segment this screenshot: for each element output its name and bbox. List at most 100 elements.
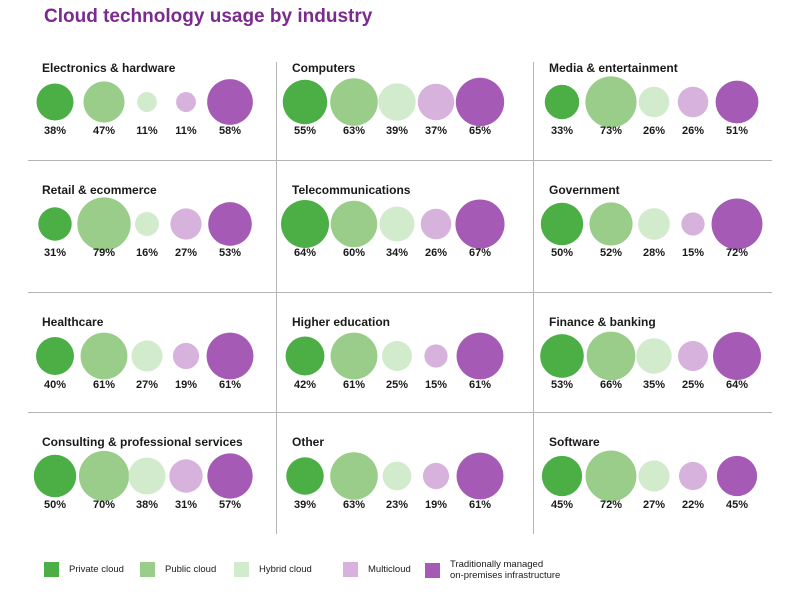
bubble-multicloud [681,212,705,236]
bubble-traditionally-managed [207,453,253,499]
bubble-private-cloud [36,337,74,375]
bubble-hybrid-cloud [135,212,159,236]
value-label: 26% [682,125,704,137]
industry-panel-consulting-and-professional-services: Consulting & professional services 50% 70%… [28,414,276,538]
industry-panel-healthcare: Healthcare 40% 61% 27% 19% 61% [28,294,276,418]
bubble-public-cloud [77,197,131,251]
value-label: 38% [136,499,158,511]
industry-title: Retail & ecommerce [42,183,157,197]
bubble-traditionally-managed [455,77,505,127]
bubble-private-cloud [33,454,77,498]
column-divider [276,62,277,534]
value-label: 23% [386,499,408,511]
value-label: 11% [175,125,197,137]
value-label: 34% [386,247,408,259]
value-label: 63% [343,499,365,511]
value-label: 35% [643,379,665,391]
legend-item-public-cloud: Public cloud [140,562,216,577]
value-label: 73% [600,125,622,137]
value-label: 27% [175,247,197,259]
bubble-public-cloud [330,78,378,126]
value-label: 61% [469,499,491,511]
legend-item-hybrid-cloud: Hybrid cloud [234,562,312,577]
legend-label: Multicloud [368,564,411,575]
bubble-multicloud [417,83,455,121]
row-divider [28,412,772,413]
industry-title: Telecommunications [292,183,411,197]
value-label: 26% [425,247,447,259]
value-label: 19% [175,379,197,391]
value-label: 16% [136,247,158,259]
bubble-traditionally-managed [716,455,758,497]
bubble-private-cloud [286,457,324,495]
column-divider [533,62,534,534]
value-label: 33% [551,125,573,137]
bubble-multicloud [420,208,452,240]
chart-title: Cloud technology usage by industry [44,6,373,27]
value-label: 64% [726,379,748,391]
legend-swatch [343,562,358,577]
bubble-private-cloud [282,79,328,125]
value-label: 67% [469,247,491,259]
bubble-traditionally-managed [207,79,253,125]
industry-title: Computers [292,61,356,75]
value-label: 38% [44,125,66,137]
industry-panel-retail-and-ecommerce: Retail & ecommerce 31% 79% 16% 27% 53% [28,162,276,286]
value-label: 72% [600,499,622,511]
bubble-hybrid-cloud [382,341,412,371]
industry-title: Government [549,183,620,197]
bubble-hybrid-cloud [128,457,166,495]
bubble-traditionally-managed [206,332,254,380]
row-divider [28,160,772,161]
legend-item-multicloud: Multicloud [343,562,411,577]
bubble-hybrid-cloud [636,338,672,374]
bubble-row: 45% 72% 27% 22% 45% [541,450,758,511]
bubble-private-cloud [285,336,325,376]
industry-title: Media & entertainment [549,61,678,75]
value-label: 52% [600,247,622,259]
value-label: 25% [386,379,408,391]
bubble-public-cloud [586,331,636,381]
bubble-traditionally-managed [456,452,504,500]
bubble-public-cloud [330,332,378,380]
legend-swatch [44,562,59,577]
bubble-hybrid-cloud [638,460,670,492]
industry-panel-finance-and-banking: Finance & banking 53% 66% 35% 25% 64% [535,294,783,418]
bubble-hybrid-cloud [137,92,157,112]
bubble-row: 64% 60% 34% 26% 67% [281,199,505,259]
industry-panel-telecommunications: Telecommunications 64% 60% 34% 26% 67% [278,162,526,286]
industry-title: Finance & banking [549,315,656,329]
bubble-multicloud [678,461,708,491]
bubble-hybrid-cloud [131,340,163,372]
value-label: 15% [682,247,704,259]
value-label: 45% [551,499,573,511]
bubble-row: 50% 52% 28% 15% 72% [540,198,763,259]
value-label: 58% [219,125,241,137]
bubble-row: 55% 63% 39% 37% 65% [282,77,505,137]
legend: Private cloud Public cloud Hybrid cloud Mul… [44,559,764,589]
bubble-private-cloud [38,207,72,241]
value-label: 61% [343,379,365,391]
row-divider [28,292,772,293]
bubble-multicloud [422,462,450,490]
industry-panel-government: Government 50% 52% 28% 15% 72% [535,162,783,286]
legend-item-traditionally-managed: Traditionally managed on-premises infras… [425,559,560,581]
value-label: 72% [726,247,748,259]
value-label: 60% [343,247,365,259]
bubble-row: 40% 61% 27% 19% 61% [36,332,254,391]
value-label: 57% [219,499,241,511]
value-label: 45% [726,499,748,511]
legend-swatch [234,562,249,577]
industry-panel-other: Other 39% 63% 23% 19% 61% [278,414,526,538]
value-label: 31% [44,247,66,259]
legend-swatch [425,562,440,578]
bubble-traditionally-managed [455,199,505,249]
value-label: 61% [93,379,115,391]
value-label: 28% [643,247,665,259]
bubble-multicloud [172,342,200,370]
industry-panel-higher-education: Higher education 42% 61% 25% 15% 61% [278,294,526,418]
bubble-public-cloud [589,202,633,246]
industry-panel-software: Software 45% 72% 27% 22% 45% [535,414,783,538]
bubble-traditionally-managed [713,332,761,380]
value-label: 79% [93,247,115,259]
